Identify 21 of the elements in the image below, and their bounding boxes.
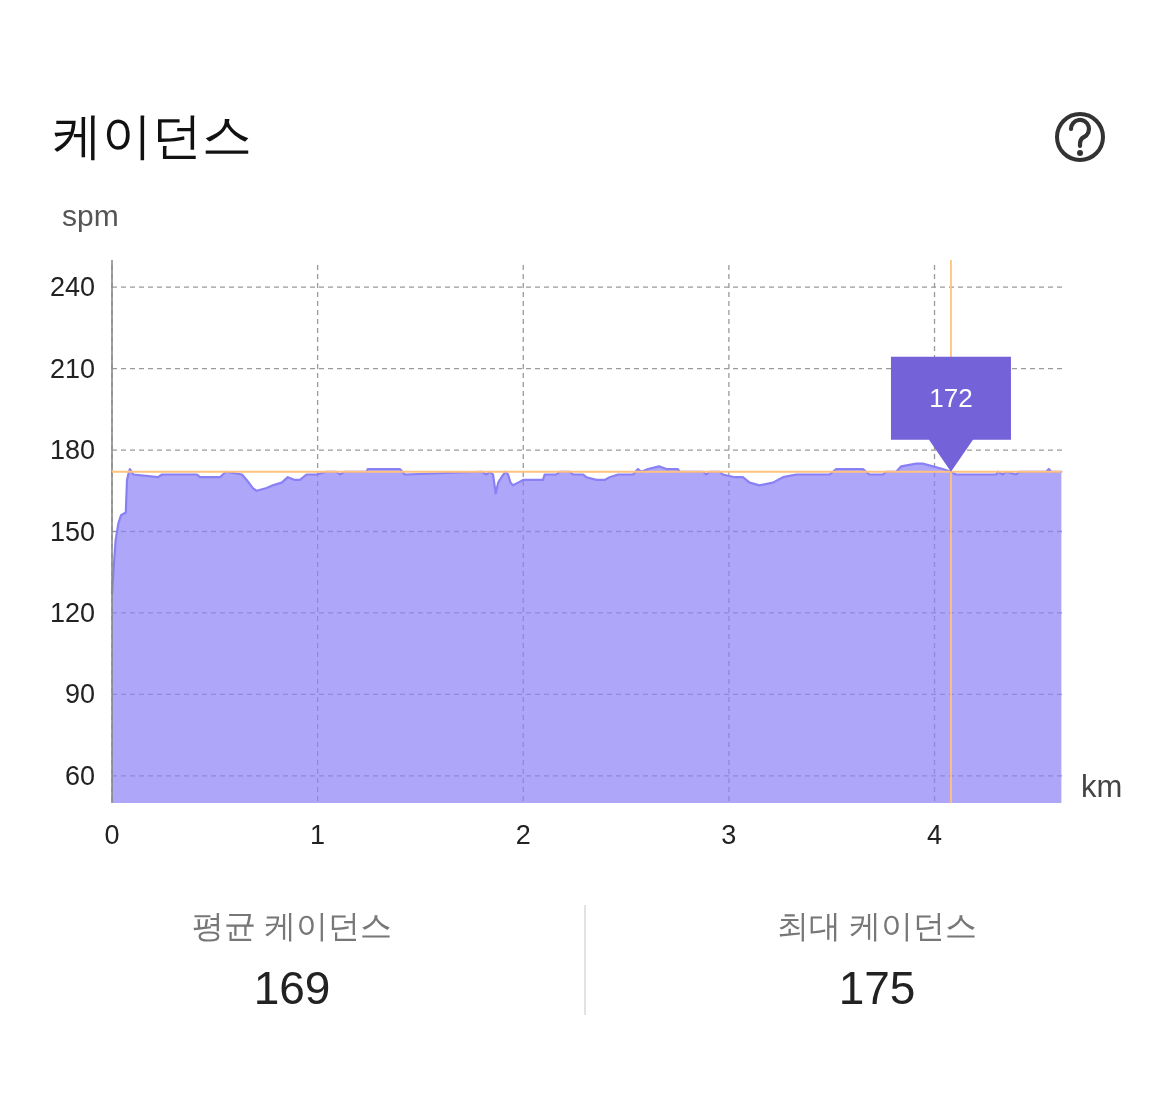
y-tick-label: 180	[49, 435, 95, 466]
y-tick-label: 150	[49, 516, 95, 547]
annotation: 172	[929, 383, 973, 414]
x-tick-label: 4	[927, 820, 943, 850]
x-tick-label: 2	[515, 820, 531, 850]
xlabel: km	[1081, 769, 1123, 804]
tooltip: 172	[890, 356, 1011, 472]
y-tick-label: 210	[49, 353, 95, 384]
y-tick-label: 90	[64, 679, 95, 710]
x-tick-label: 1	[310, 820, 326, 850]
text: 평균 케이던스	[191, 908, 393, 944]
text: 169	[253, 962, 331, 1014]
text: 최대 케이던스	[776, 908, 978, 944]
y-tick-label: 240	[49, 272, 95, 303]
text: 175	[838, 962, 916, 1014]
ylabel: spm	[62, 199, 119, 232]
y-tick-label: 120	[49, 597, 95, 628]
y-tick-label: 60	[64, 760, 95, 791]
x-tick-label: 3	[721, 820, 737, 850]
title: 케이던스	[52, 108, 252, 164]
x-tick-label: 0	[104, 820, 120, 850]
